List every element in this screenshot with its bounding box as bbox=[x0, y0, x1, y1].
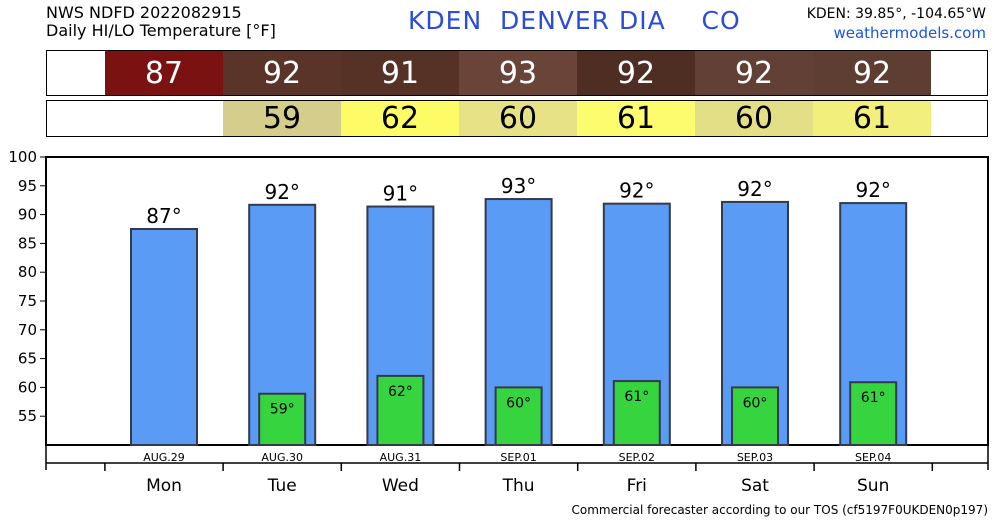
hi-bar-label: 93° bbox=[501, 174, 536, 198]
lo-bar-label: 62° bbox=[388, 384, 413, 400]
hi-bar-label: 92° bbox=[737, 177, 772, 201]
day-label: Thu bbox=[502, 476, 535, 496]
hi-temperature-row: 87 92 91 93 92 92 92 bbox=[46, 50, 988, 96]
hi-row-cell: 92 bbox=[223, 51, 341, 95]
date-label: AUG.31 bbox=[380, 451, 422, 464]
lo-row-cell: 61 bbox=[577, 101, 695, 136]
day-label: Fri bbox=[627, 476, 647, 496]
hi-bar-label: 92° bbox=[264, 180, 299, 204]
lo-row-cell: 62 bbox=[341, 101, 459, 136]
y-tick-label: 70 bbox=[18, 321, 37, 339]
station-title: KDEN DENVER DIA CO bbox=[408, 6, 741, 35]
hi-bar-label: 92° bbox=[619, 179, 654, 203]
lo-row-cell: 60 bbox=[459, 101, 577, 136]
hi-bar bbox=[130, 228, 198, 446]
lo-bar-label: 61° bbox=[624, 389, 649, 405]
date-label: AUG.29 bbox=[143, 451, 185, 464]
date-label: SEP.04 bbox=[855, 451, 891, 464]
header-left: NWS NDFD 2022082915 Daily HI/LO Temperat… bbox=[46, 4, 276, 40]
lo-temperature-row: 59 62 60 61 60 61 bbox=[46, 100, 988, 137]
lo-bar-label: 61° bbox=[861, 390, 886, 406]
lo-bar-label: 59° bbox=[270, 402, 295, 418]
lo-bar bbox=[731, 386, 779, 446]
lo-bar bbox=[849, 381, 898, 447]
day-label: Sat bbox=[741, 476, 769, 496]
day-label: Wed bbox=[382, 476, 419, 496]
date-label: SEP.01 bbox=[500, 451, 536, 464]
lo-bar-label: 60° bbox=[743, 395, 768, 411]
y-tick-label: 100 bbox=[8, 148, 37, 166]
hi-row-cell: 87 bbox=[105, 51, 223, 95]
hi-row-cell: 93 bbox=[459, 51, 577, 95]
date-label: SEP.02 bbox=[619, 451, 655, 464]
lo-row-cell: 61 bbox=[813, 101, 931, 136]
date-label: AUG.30 bbox=[261, 451, 303, 464]
lo-bar bbox=[494, 386, 543, 446]
product-label: Daily HI/LO Temperature [°F] bbox=[46, 21, 276, 40]
y-tick-label: 95 bbox=[18, 177, 37, 195]
day-label: Sun bbox=[857, 476, 889, 496]
lo-bar-label: 60° bbox=[506, 395, 531, 411]
hi-bar-label: 91° bbox=[383, 182, 418, 206]
y-tick-label: 65 bbox=[18, 350, 37, 368]
day-label: Mon bbox=[146, 476, 182, 496]
y-tick-label: 85 bbox=[18, 234, 37, 252]
y-tick-label: 60 bbox=[18, 378, 37, 396]
hi-bar-label: 92° bbox=[855, 178, 890, 202]
day-label: Tue bbox=[267, 476, 297, 496]
lo-bar bbox=[376, 374, 425, 447]
header-right: KDEN: 39.85°, -104.65°W weathermodels.co… bbox=[807, 5, 986, 43]
y-tick-label: 75 bbox=[18, 292, 37, 310]
hi-row-cell: 92 bbox=[695, 51, 813, 95]
lo-row-cell: 60 bbox=[695, 101, 813, 136]
footer-note: Commercial forecaster according to our T… bbox=[571, 503, 988, 517]
lo-bar bbox=[612, 380, 661, 446]
site-link[interactable]: weathermodels.com bbox=[833, 24, 986, 42]
hi-bar-label: 87° bbox=[146, 204, 181, 228]
date-label: SEP.03 bbox=[737, 451, 773, 464]
hi-row-cell: 92 bbox=[813, 51, 931, 95]
y-tick-label: 55 bbox=[18, 407, 37, 425]
y-tick-label: 90 bbox=[18, 206, 37, 224]
station-coords: KDEN: 39.85°, -104.65°W bbox=[806, 6, 986, 22]
model-run-label: NWS NDFD 2022082915 bbox=[46, 3, 242, 22]
lo-bar bbox=[258, 392, 307, 446]
hi-row-cell: 92 bbox=[577, 51, 695, 95]
lo-row-cell: 59 bbox=[223, 101, 341, 136]
y-tick-label: 80 bbox=[18, 263, 37, 281]
hi-row-cell: 91 bbox=[341, 51, 459, 95]
